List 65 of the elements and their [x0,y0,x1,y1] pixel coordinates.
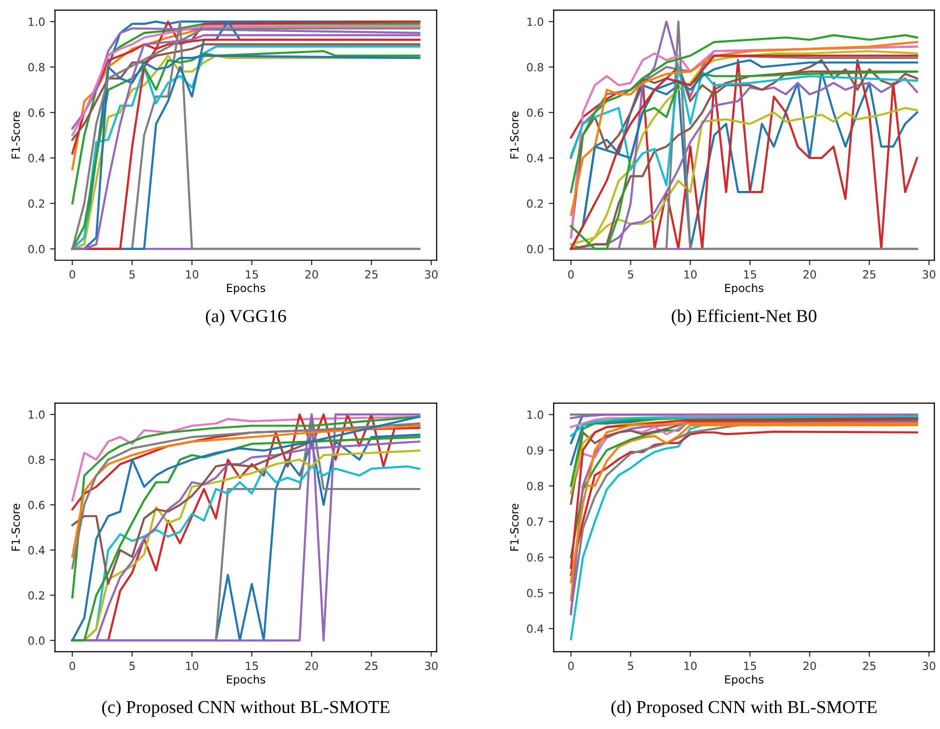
x-tick-label: 30 [425,270,438,279]
x-tick-label: 5 [129,270,135,279]
y-tick-label: 0.4 [527,154,544,162]
y-tick-label: 0.0 [28,636,45,645]
x-tick-label: 20 [305,270,318,279]
x-tick-label: 30 [425,662,438,670]
y-tick-label: 0.5 [527,588,543,598]
x-tick-label: 20 [305,662,318,670]
x-tick-label: 0 [70,662,76,670]
y-tick-label: 0.9 [527,446,544,455]
x-axis-title: Epochs [226,284,266,294]
y-tick-label: 0.4 [527,624,544,633]
x-tick-label: 10 [186,270,198,279]
text: (a) VGG16 [206,309,286,326]
text: (b) Efficient-Net B0 [672,309,816,326]
y-tick-label: 0.2 [28,591,44,600]
x-axis-title: Epochs [725,674,764,686]
x-tick-label: 30 [922,270,936,279]
y-tick-label: 0.2 [28,199,44,208]
x-tick-label: 5 [129,662,135,670]
x-tick-label: 0 [568,662,574,670]
x-tick-label: 15 [246,662,258,670]
y-axis-title: F1-Score [11,112,20,158]
y-tick-label: 0.8 [28,456,45,464]
y-axis-title: F1-Score [510,112,519,158]
y-tick-label: 0.6 [527,553,544,562]
x-tick-label: 5 [628,270,634,279]
x-tick-label: 10 [684,662,697,670]
x-tick-label: 0 [70,270,76,279]
x-axis-title: Epochs [725,284,764,294]
y-tick-label: 0.4 [28,546,45,554]
x-tick-label: 10 [186,662,198,670]
x-tick-label: 20 [803,662,816,670]
y-tick-label: 0.2 [527,199,543,208]
y-tick-label: 0.0 [527,244,544,254]
y-axis-title: F1-Score [11,504,20,551]
x-tick-label: 5 [628,662,634,670]
y-tick-label: 0.6 [28,500,45,510]
x-tick-label: 15 [744,662,756,670]
x-tick-label: 25 [365,270,378,279]
y-tick-label: 0.0 [28,244,45,254]
x-tick-label: 10 [684,270,697,279]
x-tick-label: 15 [246,270,258,279]
x-tick-label: 25 [365,662,378,670]
x-tick-label: 25 [863,662,876,670]
x-tick-label: 15 [744,270,756,279]
x-axis-title: Epochs [226,674,266,686]
y-tick-label: 1.0 [527,18,544,26]
y-tick-label: 0.6 [527,108,544,117]
x-tick-label: 0 [568,270,574,279]
y-tick-label: 0.8 [527,63,544,72]
x-tick-label: 25 [863,270,876,279]
y-axis-title: F1-Score [510,504,519,551]
y-tick-label: 0.8 [527,482,544,490]
x-tick-label: 30 [922,662,936,670]
y-tick-label: 1.0 [28,410,45,419]
x-tick-label: 20 [803,270,816,279]
y-tick-label: 1.0 [28,18,45,26]
y-tick-label: 0.6 [28,108,45,117]
y-tick-label: 0.8 [28,63,45,72]
y-tick-label: 0.7 [527,518,543,526]
y-tick-label: 1.0 [527,410,544,419]
text: (c) Proposed CNN without BL-SMOTE [102,700,390,717]
text: (d) Proposed CNN with BL-SMOTE [611,700,877,717]
y-tick-label: 0.4 [28,154,45,162]
